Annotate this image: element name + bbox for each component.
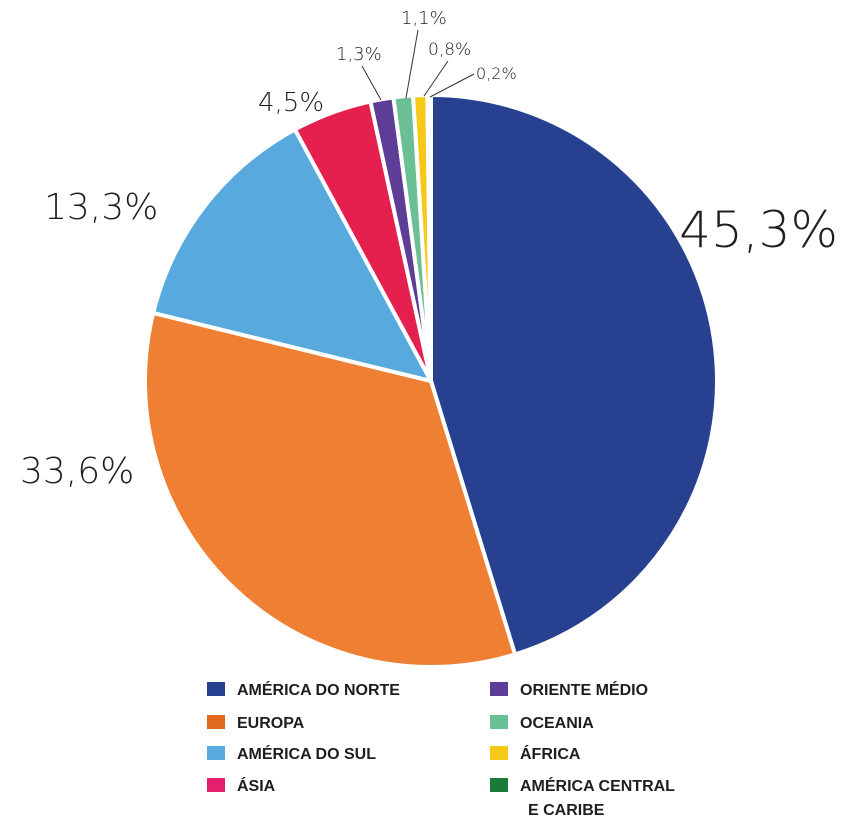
- legend-label: E CARIBE: [528, 802, 605, 819]
- data-label-asia: 4,5%: [258, 88, 324, 118]
- data-label-oceania: 1,1%: [401, 8, 447, 29]
- legend-item-america-do-norte: AMÉRICA DO NORTE: [207, 680, 400, 699]
- legend-item-asia: ÁSIA: [207, 776, 276, 795]
- legend-label: ÁFRICA: [520, 744, 581, 763]
- leader-line-oriente-medio: [361, 65, 382, 101]
- legend-swatch: [490, 778, 508, 792]
- leader-line-america-central-e-caribe: [429, 73, 475, 98]
- legend-swatch: [490, 746, 508, 760]
- legend-item-europa: EUROPA: [207, 715, 305, 732]
- pie-slice-america-do-sul: [151, 127, 433, 383]
- legend-label: ORIENTE MÉDIO: [520, 680, 648, 699]
- legend-item-oriente-medio: ORIENTE MÉDIO: [490, 680, 648, 699]
- legend-swatch: [490, 715, 508, 729]
- legend: AMÉRICA DO NORTE EUROPA AMÉRICA DO SUL ÁSIA…: [207, 680, 675, 819]
- legend-item-america-central-e-caribe: AMÉRICA CENTRAL E CARIBE: [490, 776, 675, 819]
- pie-slices: [143, 92, 719, 669]
- legend-swatch: [207, 778, 225, 792]
- pie-slice-america-do-norte: [429, 93, 719, 657]
- legend-label: EUROPA: [237, 715, 305, 732]
- percentage-labels: 45,3% 33,6% 13,3% 4,5% 1,3% 1,1% 0,8% 0,2%: [20, 8, 838, 492]
- legend-label: AMÉRICA DO NORTE: [237, 680, 400, 699]
- data-label-europa: 33,6%: [20, 451, 134, 492]
- leader-lines: [361, 29, 475, 101]
- legend-item-oceania: OCEANIA: [490, 715, 594, 732]
- legend-swatch: [207, 746, 225, 760]
- leader-line-oceania: [405, 29, 419, 99]
- pie-slice-europa: [143, 310, 518, 669]
- data-label-america-do-sul: 13,3%: [44, 187, 158, 228]
- legend-label: OCEANIA: [520, 715, 594, 732]
- data-label-america-central-e-caribe: 0,2%: [476, 64, 517, 83]
- legend-item-america-do-sul: AMÉRICA DO SUL: [207, 744, 376, 763]
- legend-swatch: [490, 682, 508, 696]
- legend-label: ÁSIA: [237, 776, 276, 795]
- data-label-america-do-norte: 45,3%: [679, 201, 838, 259]
- pie-slice-america-central-e-caribe: [425, 92, 433, 383]
- legend-swatch: [207, 715, 225, 729]
- legend-label: AMÉRICA CENTRAL: [520, 776, 675, 795]
- data-label-africa: 0,8%: [428, 40, 471, 60]
- legend-swatch: [207, 682, 225, 696]
- legend-item-africa: ÁFRICA: [490, 744, 581, 763]
- data-label-oriente-medio: 1,3%: [336, 44, 382, 65]
- legend-label: AMÉRICA DO SUL: [237, 744, 376, 763]
- leader-line-africa: [423, 60, 449, 97]
